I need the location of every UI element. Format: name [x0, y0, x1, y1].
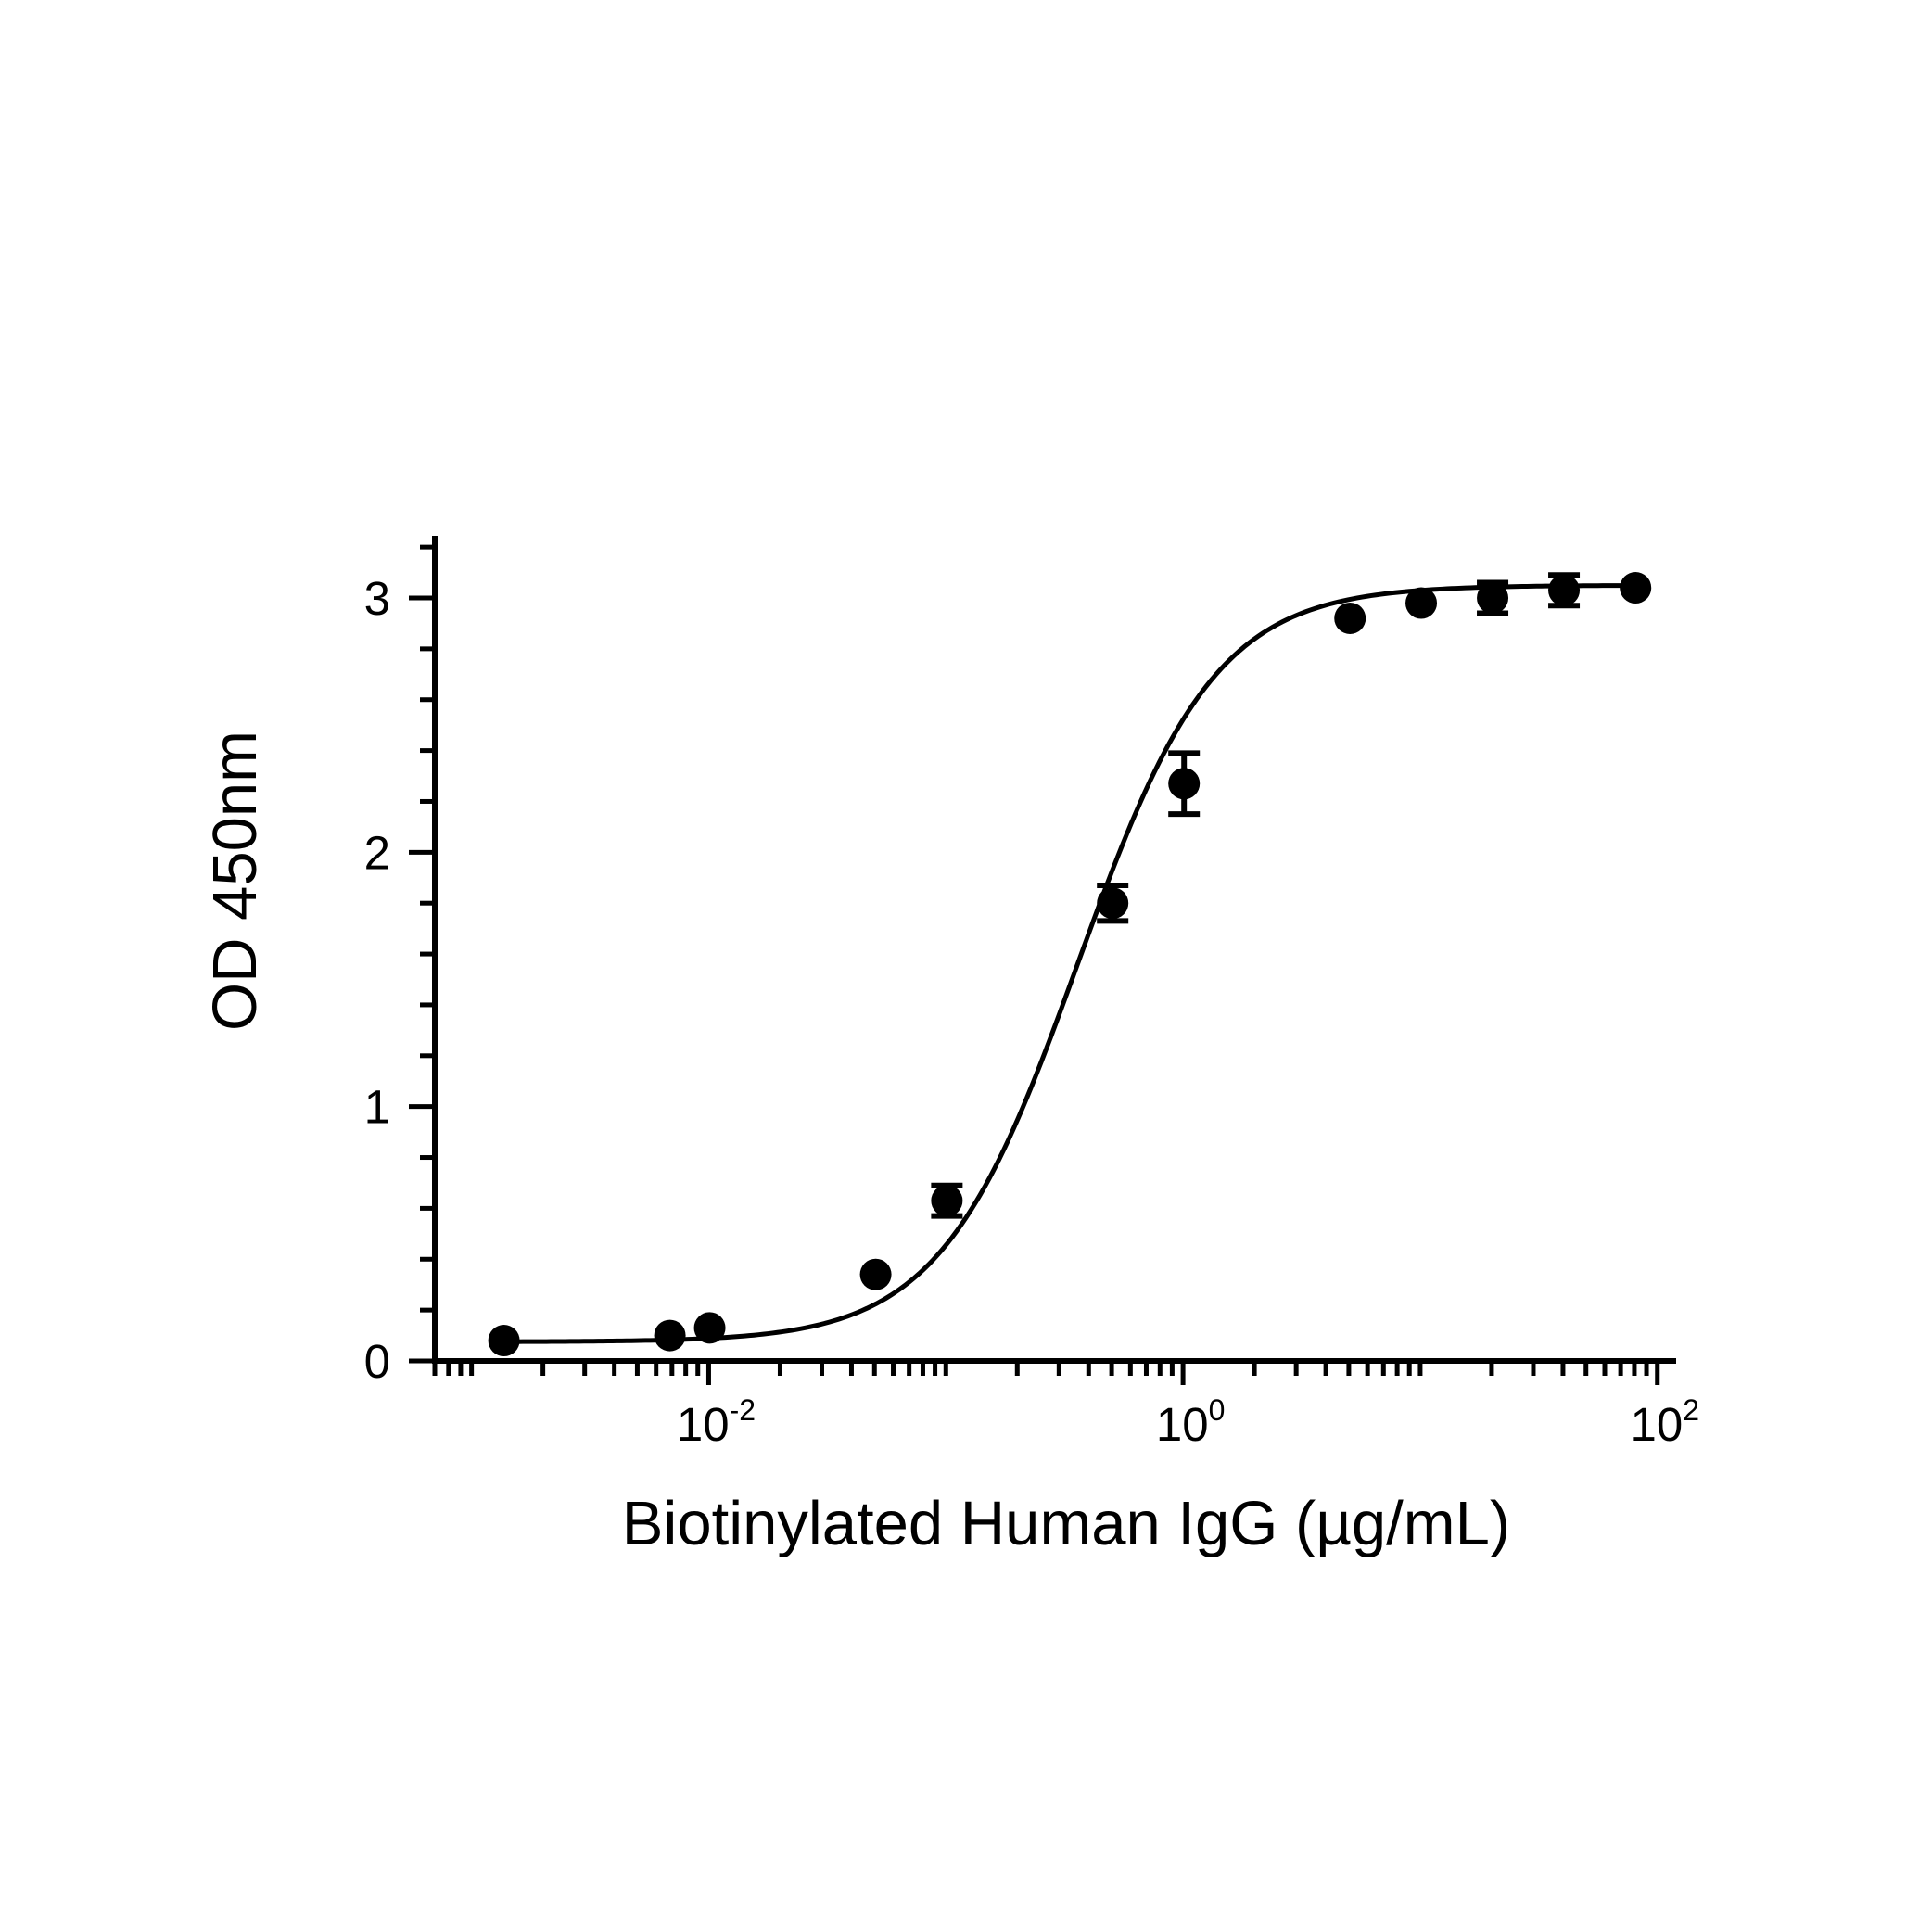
- data-point: [1405, 587, 1438, 619]
- x-tick-label: 100: [1156, 1393, 1226, 1451]
- x-axis-title: Biotinylated Human IgG (µg/mL): [622, 1489, 1510, 1558]
- data-points: [488, 572, 1652, 1357]
- y-axis-ticks: [409, 544, 435, 1364]
- data-point: [1334, 602, 1366, 634]
- fit-curve: [503, 583, 1636, 1344]
- y-tick-label: 0: [364, 1335, 390, 1388]
- data-point: [1097, 887, 1129, 920]
- y-tick-label: 2: [364, 826, 390, 879]
- y-tick-label: 3: [364, 572, 390, 625]
- error-bars: [931, 572, 1581, 1219]
- data-point: [654, 1319, 686, 1352]
- data-point: [931, 1185, 963, 1217]
- data-point: [1168, 768, 1201, 800]
- x-axis-tick-labels: 10-2 100 102: [677, 1393, 1699, 1451]
- data-point: [1477, 582, 1509, 614]
- x-tick-label: 102: [1630, 1393, 1699, 1451]
- data-point: [488, 1325, 520, 1357]
- data-point: [1548, 574, 1581, 606]
- data-point: [693, 1312, 726, 1344]
- x-axis-ticks: [432, 1361, 1660, 1385]
- y-axis-tick-labels: 0 1 2 3: [364, 572, 390, 1388]
- x-tick-label: 10-2: [677, 1393, 756, 1451]
- y-tick-label: 1: [364, 1081, 390, 1134]
- data-point: [1620, 572, 1652, 604]
- y-axis-title: OD 450nm: [200, 731, 270, 1031]
- data-point: [859, 1258, 892, 1290]
